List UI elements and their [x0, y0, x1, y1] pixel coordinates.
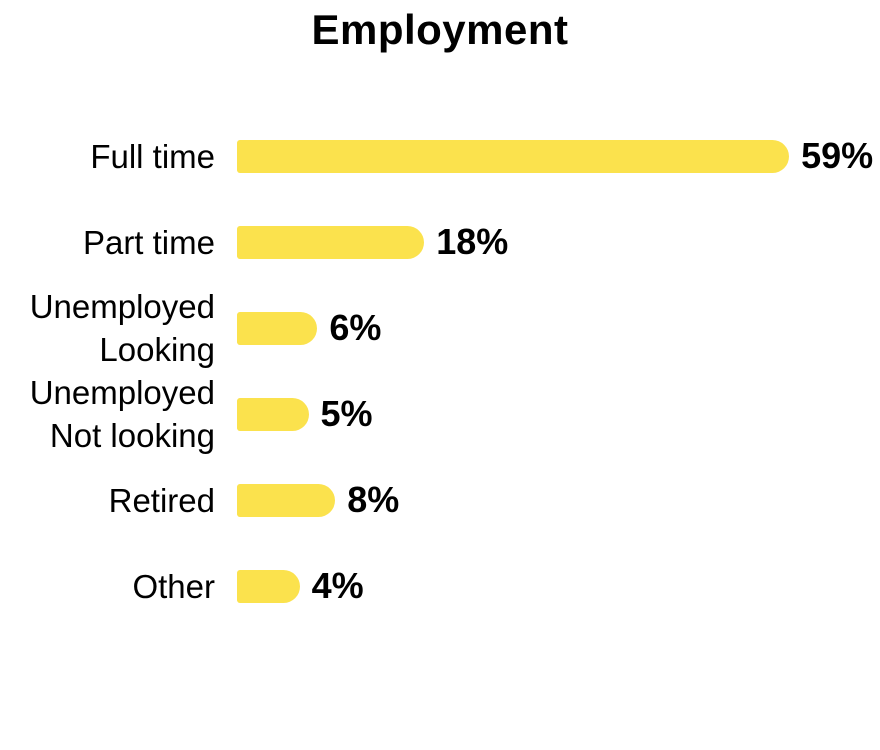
employment-bar-chart: Full time 59% Part time 18% Unemployed L…: [0, 113, 880, 629]
value-label: 18%: [436, 221, 509, 262]
bar-row-retired: Retired 8%: [0, 457, 880, 543]
category-label: Other: [132, 567, 215, 605]
bar-row-unemployed-not-looking: Unemployed Not looking 5%: [0, 371, 880, 457]
bar-track: 59%: [237, 135, 873, 177]
category-label: Unemployed Not looking: [29, 374, 215, 454]
value-label: 6%: [329, 307, 382, 348]
bar-unemployed-not-looking: [237, 397, 309, 431]
bar-row-unemployed-looking: Unemployed Looking 6%: [0, 285, 880, 371]
bar-part-time: [237, 225, 425, 259]
bar-track: 8%: [237, 479, 399, 521]
value-label: 59%: [801, 135, 874, 176]
value-label: 5%: [320, 393, 373, 434]
category-label: Part time: [82, 223, 215, 261]
value-label: 8%: [347, 479, 400, 520]
category-label: Unemployed Looking: [29, 288, 215, 368]
bar-track: 18%: [237, 221, 508, 263]
bar-full-time: [237, 139, 790, 173]
bar-track: 5%: [237, 393, 373, 435]
category-label: Retired: [108, 481, 215, 519]
bar-row-other: Other 4%: [0, 543, 880, 629]
bar-retired: [237, 483, 336, 517]
bar-unemployed-looking: [237, 311, 318, 345]
value-label: 4%: [311, 565, 364, 606]
bar-track: 4%: [237, 565, 364, 607]
category-label: Full time: [90, 137, 215, 175]
bar-other: [237, 569, 300, 603]
bar-track: 6%: [237, 307, 381, 349]
bar-row-full-time: Full time 59%: [0, 113, 880, 199]
chart-title: Employment: [311, 6, 569, 53]
bar-row-part-time: Part time 18%: [0, 199, 880, 285]
